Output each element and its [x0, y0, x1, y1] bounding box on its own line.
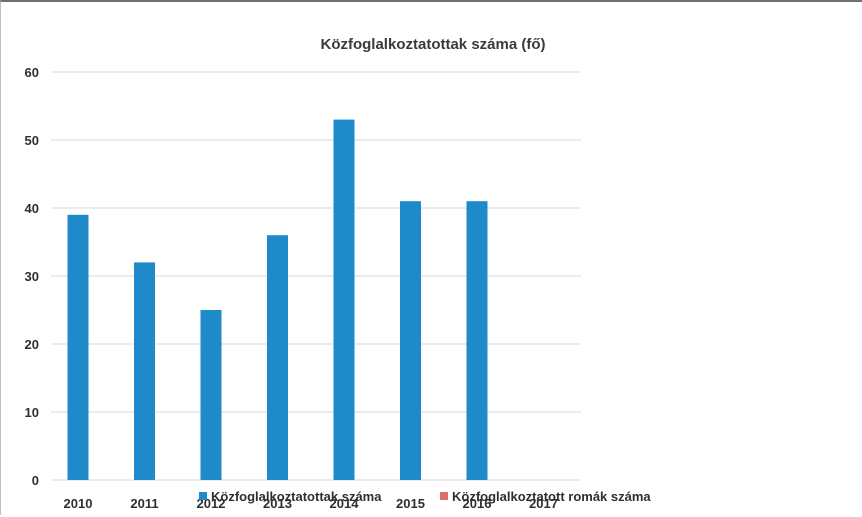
bars-layer: [67, 119, 488, 481]
legend-swatch: [199, 492, 207, 500]
bar-2011: [134, 262, 155, 480]
legend: Közfoglalkoztatottak száma Közfoglalkozta…: [199, 489, 651, 504]
x-tick-label: 2017: [529, 496, 558, 511]
chart-title: Közfoglalkoztatottak száma (fő): [320, 36, 545, 53]
legend-swatch: [440, 492, 448, 500]
y-tick-label: 60: [25, 65, 39, 80]
x-tick-label: 2015: [396, 496, 425, 511]
y-tick-label: 30: [25, 269, 39, 284]
y-tick-label: 20: [25, 337, 39, 352]
bar-2012: [200, 310, 222, 480]
y-tick-label: 50: [25, 133, 39, 148]
x-tick-label: 2011: [130, 496, 158, 511]
legend-label: Közfoglalkoztatott romák száma: [452, 489, 651, 504]
legend-label: Közfoglalkoztatottak száma: [211, 489, 382, 504]
y-tick-label: 40: [25, 201, 39, 216]
bar-2015: [400, 201, 421, 480]
x-tick-label: 2014: [330, 496, 360, 511]
bar-2016: [466, 201, 488, 480]
bar-2014: [333, 119, 355, 480]
y-tick-label: 10: [25, 405, 39, 420]
x-tick-label: 2016: [463, 496, 492, 511]
x-axis: 2010 2011 2012 2013 2014 2015 2016 2017: [64, 496, 558, 511]
y-tick-label: 0: [32, 473, 39, 488]
y-axis: 0 10 20 30 40 50 60: [25, 65, 39, 488]
x-tick-label: 2013: [263, 496, 292, 511]
x-tick-label: 2010: [64, 496, 93, 511]
bar-2010: [67, 214, 89, 481]
bar-2013: [267, 235, 288, 480]
grid-layer: [51, 71, 581, 481]
